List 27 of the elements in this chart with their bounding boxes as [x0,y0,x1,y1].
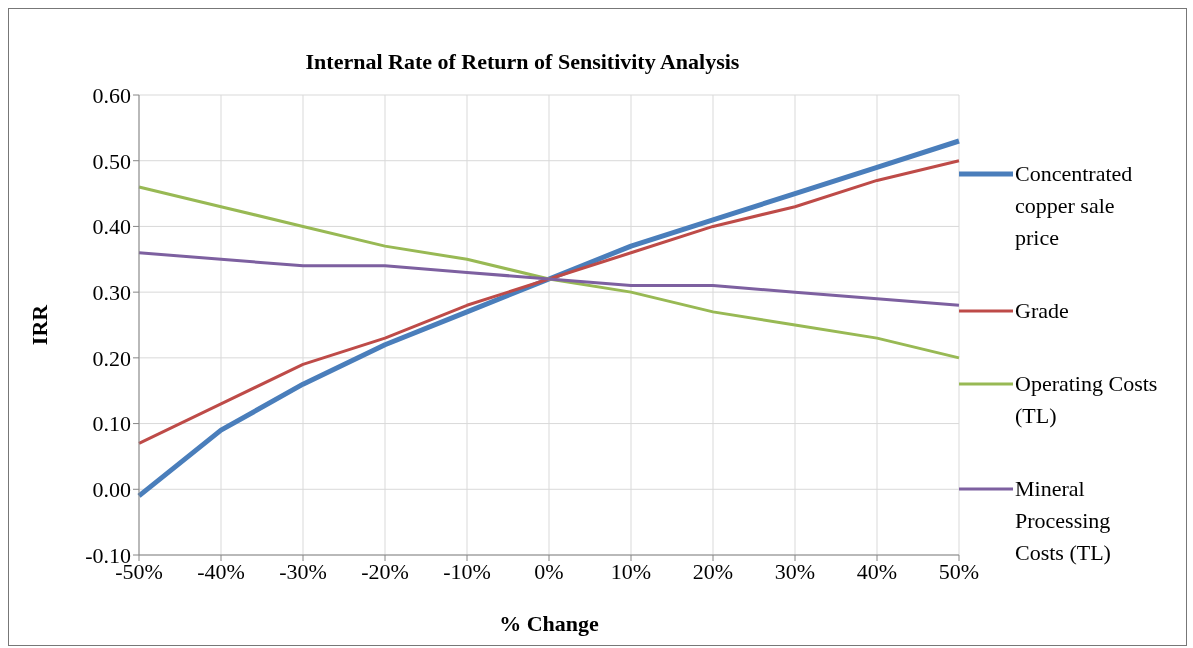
x-tick-label: 40% [856,558,898,584]
y-tick-label: 0.30 [92,279,131,305]
legend-label: Mineral Processing Costs (TL) [1015,475,1112,567]
x-tick-label: -20% [361,558,409,584]
legend-label: Concentrated copper sale price [1015,160,1134,252]
x-tick-label: 50% [938,558,980,584]
x-tick-label: -10% [443,558,491,584]
line-series [137,159,961,445]
y-tick-label: 0.60 [92,82,131,108]
x-tick-label: 0% [534,558,564,584]
x-tick-label: -30% [279,558,327,584]
legend-label: Grade [1015,297,1069,325]
x-axis-title: % Change [499,611,600,636]
y-tick-label: 0.10 [92,411,131,437]
y-axis-title: IRR [26,303,52,346]
x-tick-label: 30% [774,558,816,584]
chart-title: Internal Rate of Return of Sensitivity Analysis [304,49,741,75]
y-tick-label: 0.20 [92,345,131,371]
line-series [137,185,961,360]
y-tick-label: 0.40 [92,214,131,240]
line-series [137,251,961,307]
x-tick-label: 20% [692,558,734,584]
y-tick-label: 0.00 [92,477,131,503]
x-tick-label: 10% [610,558,652,584]
x-tick-label: -40% [197,558,245,584]
legend-label: Operating Costs (TL) [1015,370,1159,430]
y-tick-label: 0.50 [92,148,131,174]
